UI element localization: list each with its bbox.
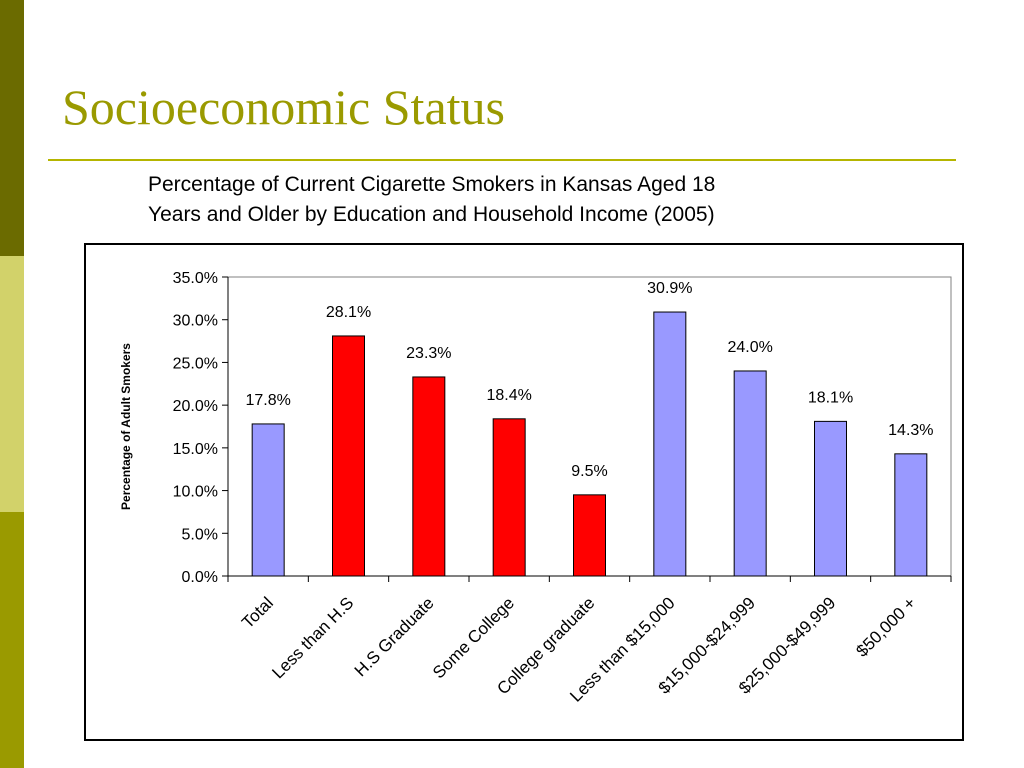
chart-title-line-1: Percentage of Current Cigarette Smokers … xyxy=(148,173,716,196)
bar xyxy=(412,376,446,577)
y-tick-label: 35.0% xyxy=(173,270,218,287)
y-tick-label: 30.0% xyxy=(173,313,218,330)
bar xyxy=(332,335,365,577)
y-axis-title: Percentage of Adult Smokers xyxy=(119,343,133,510)
y-tick-label: 10.0% xyxy=(173,484,218,501)
data-label: 28.1% xyxy=(326,304,371,321)
data-label: 14.3% xyxy=(888,422,933,439)
sidebar-accent-middle xyxy=(0,256,24,512)
bar xyxy=(573,494,606,577)
bar xyxy=(894,453,928,577)
y-tick-label: 20.0% xyxy=(173,398,218,415)
category-label: Total xyxy=(238,593,277,632)
slide-title: Socioeconomic Status xyxy=(62,79,505,135)
y-tick-label: 25.0% xyxy=(173,355,218,372)
data-label: 23.3% xyxy=(406,345,451,362)
y-tick-label: 15.0% xyxy=(173,441,218,458)
bar xyxy=(814,420,847,577)
data-label: 17.8% xyxy=(245,392,290,409)
chart-title-line-2: Years and Older by Education and Househo… xyxy=(148,203,715,226)
data-label: 30.9% xyxy=(647,280,692,297)
bar-chart: 0.0% 5.0% 10.0% 15.0% 20.0% 25.0% 30.0% 35.0% 17… xyxy=(119,270,952,706)
data-label: 24.0% xyxy=(727,339,772,356)
category-label: Some College xyxy=(429,593,518,682)
sidebar-accent-bottom xyxy=(0,512,24,768)
bar xyxy=(251,423,285,577)
y-tick-label: 5.0% xyxy=(182,526,218,543)
category-label: Less than H.S xyxy=(268,593,357,682)
data-label: 18.1% xyxy=(808,389,853,406)
bar xyxy=(733,370,767,577)
y-tick-label: 0.0% xyxy=(182,569,218,586)
bar xyxy=(653,311,687,577)
data-label: 9.5% xyxy=(571,463,607,480)
category-label: H.S Graduate xyxy=(351,593,438,680)
sidebar-accent-top xyxy=(0,0,24,256)
title-divider xyxy=(48,159,956,161)
category-label: $50,000 + xyxy=(852,593,919,660)
bar xyxy=(492,418,526,577)
data-label: 18.4% xyxy=(486,387,531,404)
